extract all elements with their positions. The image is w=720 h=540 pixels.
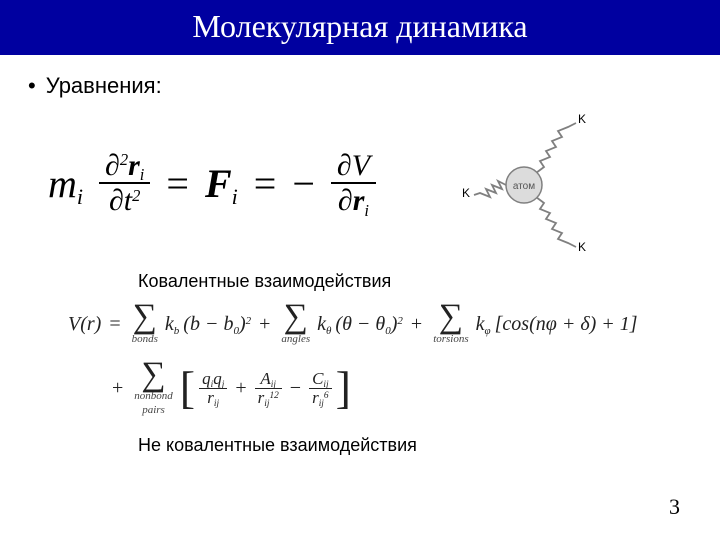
spring-atom-diagram: атом K K K: [396, 113, 606, 253]
covalent-label: Ковалентные взаимодействия: [138, 271, 692, 292]
coulomb-term: qiqj rij: [199, 370, 227, 406]
equals-2: =: [254, 160, 277, 207]
sum-bonds: ∑ bonds: [132, 302, 158, 346]
potential-function: V(r) = ∑ bonds kb (b − b0)2 + ∑ angles k…: [68, 302, 692, 417]
noncovalent-label: Не ковалентные взаимодействия: [138, 435, 692, 456]
k-label-3: K: [578, 240, 586, 253]
minus-sign: −: [292, 160, 315, 207]
spring-1: [536, 123, 576, 173]
atom-label: атом: [513, 181, 535, 192]
diagram-svg: атом K K K: [396, 113, 606, 253]
sum-torsions: ∑ torsions: [433, 302, 468, 346]
equals-1: =: [166, 160, 189, 207]
potential-line-2: + ∑ nonbond pairs [ qiqj rij + Aij rij12…: [108, 360, 692, 417]
k-label-2: K: [462, 186, 470, 200]
page-number: 3: [669, 494, 680, 520]
lj-C-term: Cij rij6: [309, 370, 332, 406]
main-equation-row: mi ∂2ri ∂t2 = Fi = − ∂V ∂ri: [48, 113, 692, 253]
bullet-equations: • Уравнения:: [28, 73, 692, 99]
spring-3: [536, 197, 576, 247]
slide-body: • Уравнения: mi ∂2ri ∂t2 = Fi = − ∂V ∂ri: [0, 55, 720, 456]
d2r-dt2: ∂2ri ∂t2: [99, 149, 150, 218]
dV-dr: ∂V ∂ri: [331, 149, 376, 218]
k-label-1: K: [578, 113, 586, 126]
sum-angles: ∑ angles: [281, 302, 310, 346]
bullet-text: Уравнения:: [46, 73, 162, 98]
lj-A-term: Aij rij12: [255, 370, 282, 406]
mass-m: mi: [48, 160, 83, 207]
bullet-dot: •: [28, 73, 36, 98]
sum-nonbond: ∑ nonbond pairs: [134, 360, 173, 417]
force-F: Fi: [205, 160, 238, 207]
spring-2: [474, 181, 506, 197]
newton-equation: mi ∂2ri ∂t2 = Fi = − ∂V ∂ri: [48, 149, 376, 218]
slide-title: Молекулярная динамика: [0, 0, 720, 55]
potential-line-1: V(r) = ∑ bonds kb (b − b0)2 + ∑ angles k…: [68, 302, 692, 346]
